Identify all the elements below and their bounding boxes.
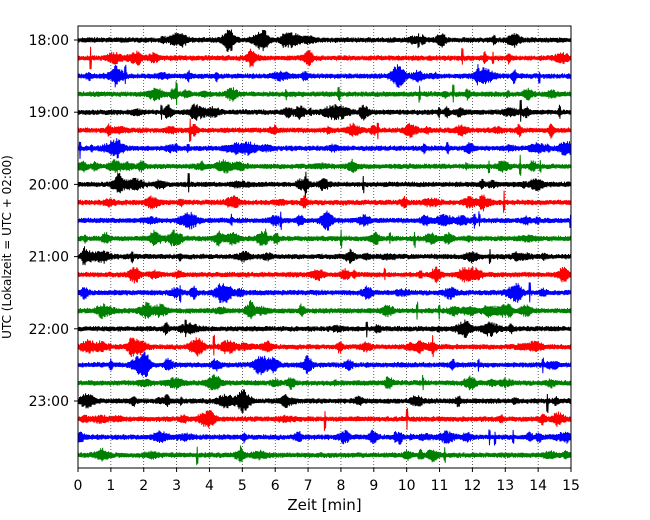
trace-2030 bbox=[77, 210, 572, 231]
x-axis-ticks: 0 1 2 3 4 5 6 7 8 9 10 11 12 13 14 15 bbox=[74, 468, 580, 494]
trace-1945 bbox=[77, 154, 572, 176]
x-tick-label-0: 0 bbox=[74, 478, 83, 494]
y-tick-label-2: 20:00 bbox=[29, 177, 69, 193]
x-tick-label-14: 14 bbox=[529, 478, 547, 494]
trace-2315 bbox=[77, 408, 572, 431]
trace-2130 bbox=[77, 282, 572, 304]
trace-2345 bbox=[77, 445, 572, 466]
trace-2045 bbox=[77, 228, 572, 249]
trace-2200 bbox=[77, 319, 572, 339]
y-tick-label-4: 22:00 bbox=[29, 322, 69, 338]
trace-2330 bbox=[77, 429, 572, 446]
x-axis-label: Zeit [min] bbox=[287, 496, 361, 514]
trace-2015 bbox=[77, 190, 572, 213]
trace-2230 bbox=[77, 351, 572, 378]
x-tick-label-1: 1 bbox=[106, 478, 115, 494]
x-tick-label-2: 2 bbox=[139, 478, 148, 494]
plot-frame bbox=[77, 25, 572, 469]
x-tick-label-8: 8 bbox=[336, 478, 345, 494]
x-tick-label-12: 12 bbox=[463, 478, 481, 494]
plot-area bbox=[78, 26, 571, 468]
x-tick-label-5: 5 bbox=[238, 478, 247, 494]
x-tick-label-4: 4 bbox=[205, 478, 214, 494]
x-tick-label-13: 13 bbox=[496, 478, 514, 494]
y-tick-label-3: 21:00 bbox=[29, 250, 69, 266]
trace-1900 bbox=[77, 99, 572, 122]
y-axis-ticks: 18:00 19:00 20:00 21:00 22:00 23:00 bbox=[29, 33, 78, 410]
x-tick-label-10: 10 bbox=[398, 478, 416, 494]
trace-1930 bbox=[77, 138, 572, 159]
x-tick-label-7: 7 bbox=[304, 478, 313, 494]
trace-2215 bbox=[77, 334, 572, 358]
trace-2115 bbox=[77, 266, 572, 284]
x-tick-label-15: 15 bbox=[562, 478, 580, 494]
x-tick-label-6: 6 bbox=[271, 478, 280, 494]
trace-1800 bbox=[77, 29, 572, 53]
trace-1830 bbox=[77, 64, 572, 89]
x-tick-label-3: 3 bbox=[172, 478, 181, 494]
trace-2000 bbox=[77, 171, 572, 198]
y-axis-label: UTC (Lokalzeit = UTC + 02:00) bbox=[0, 155, 14, 339]
trace-1845 bbox=[77, 81, 572, 106]
y-tick-label-0: 18:00 bbox=[29, 33, 69, 49]
trace-2145 bbox=[77, 299, 572, 320]
trace-2245 bbox=[77, 374, 572, 391]
x-tick-label-11: 11 bbox=[431, 478, 449, 494]
trace-1915 bbox=[77, 118, 572, 142]
trace-1815 bbox=[77, 46, 572, 70]
y-tick-label-5: 23:00 bbox=[29, 394, 69, 410]
trace-2100 bbox=[77, 246, 572, 266]
trace-2300 bbox=[77, 389, 572, 414]
x-tick-label-9: 9 bbox=[369, 478, 378, 494]
y-tick-label-1: 19:00 bbox=[29, 105, 69, 121]
seismic-traces bbox=[77, 29, 572, 466]
